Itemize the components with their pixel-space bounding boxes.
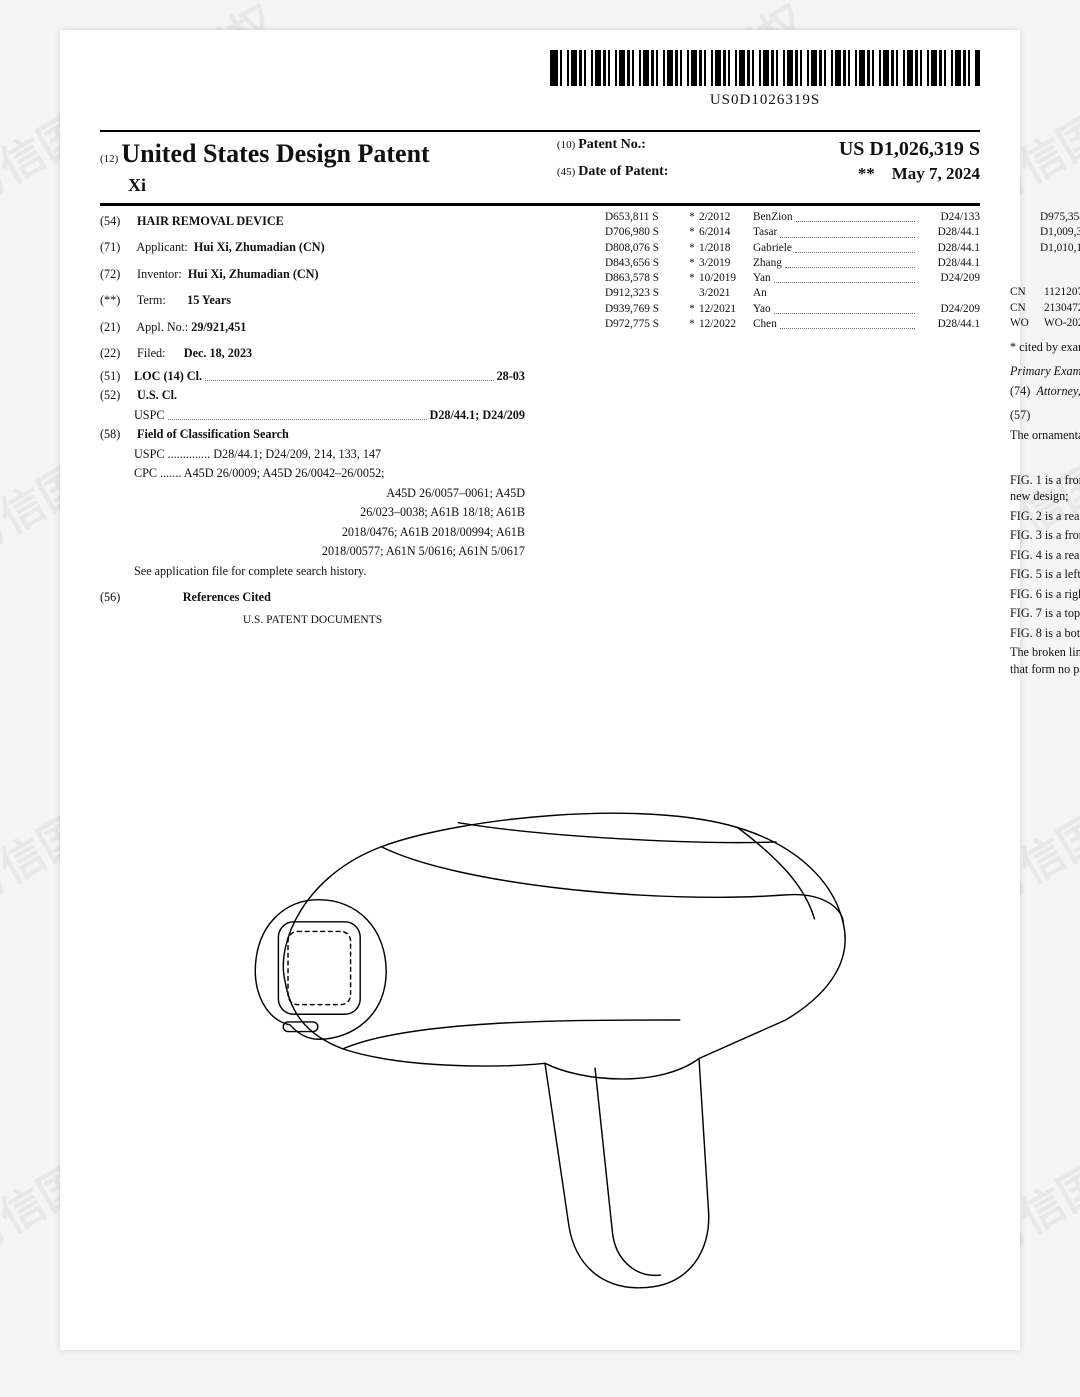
code-56: (56): [100, 589, 134, 605]
applicant-value: Hui Xi, Zhumadian (CN): [194, 240, 325, 254]
cited-note: * cited by examiner: [1010, 339, 1080, 355]
table-row: D808,076 S*1/2018GabrieleD28/44.1: [605, 241, 980, 256]
foreign-docs-table: CN112120785 A*12/2020CN213047259 U*4/202…: [1010, 285, 1080, 331]
table-row: D939,769 S*12/2021YaoD24/209: [605, 302, 980, 317]
patent-body: (54) HAIR REMOVAL DEVICE (71) Applicant:…: [100, 210, 980, 710]
hair-removal-device-drawing: [160, 730, 930, 1310]
uscl-label: U.S. Cl.: [137, 388, 177, 402]
filed-label: Filed:: [137, 346, 165, 360]
loc-value: 28-03: [497, 368, 525, 384]
table-row: D1,009,362 S*12/2023HuD28/44.1: [1040, 225, 1080, 240]
code-72: (72): [100, 266, 134, 282]
fig-description: FIG. 7 is a top plan view thereof; and,: [1010, 605, 1080, 621]
patent-header: (12) United States Design Patent Xi (10)…: [100, 130, 980, 206]
barcode-number: US0D1026319S: [550, 90, 980, 110]
code-58: (58): [100, 426, 134, 442]
table-row: D1,010,147 S*1/2024LiuD24/209: [1040, 241, 1080, 256]
focs-note: See application file for complete search…: [100, 563, 525, 579]
code-term: (**): [100, 292, 134, 308]
code-51: (51): [100, 368, 134, 384]
inventor-label: Inventor:: [137, 267, 182, 281]
applno-label: Appl. No.:: [136, 320, 188, 334]
fig-description: FIG. 5 is a left side view thereof;: [1010, 566, 1080, 582]
us-docs-table: D653,811 S*2/2012BenZionD24/133D706,980 …: [555, 210, 980, 332]
us-docs-continued: D975,358 S*1/2023ZhouD28/44.1D1,009,362 …: [1010, 210, 1080, 256]
uspc-label: USPC: [134, 407, 165, 423]
header-code-12: (12): [100, 153, 118, 165]
table-row: WOWO-2021213852 A1*10/2021A45D 26/00: [1010, 316, 1080, 331]
examiner-label: Primary Examiner —: [1010, 364, 1080, 378]
sheets-footer: 1 Claim, 8 Drawing Sheets: [1010, 687, 1080, 703]
barcode-block: US0D1026319S: [550, 50, 980, 110]
invention-title: HAIR REMOVAL DEVICE: [137, 214, 284, 228]
header-code-10: (10): [557, 139, 575, 151]
applno-value: 29/921,451: [191, 320, 246, 334]
patent-page: US0D1026319S (12) United States Design P…: [60, 30, 1020, 1350]
table-row: CN213047259 U*4/2021: [1010, 301, 1080, 316]
table-row: CN112120785 A*12/2020: [1010, 285, 1080, 300]
patent-figure: [160, 730, 930, 1310]
focs-uspc: USPC .............. D28/44.1; D24/209, 2…: [100, 446, 525, 462]
code-71: (71): [100, 239, 134, 255]
header-code-45: (45): [557, 166, 575, 178]
barcode-icon: [550, 50, 980, 86]
description-heading: DESCRIPTION: [1010, 451, 1080, 467]
fig-description: FIG. 3 is a front view thereof;: [1010, 527, 1080, 543]
focs-cpc5: 2018/00577; A61N 5/0616; A61N 5/0617: [100, 543, 525, 559]
term-label: Term:: [137, 293, 166, 307]
figs-list: FIG. 1 is a front, right and top perspec…: [1010, 472, 1080, 641]
table-row: D912,323 S3/2021An: [605, 286, 980, 301]
focs-cpc4: 2018/0476; A61B 2018/00994; A61B: [100, 524, 525, 540]
focs-cpc2: A45D 26/0057–0061; A45D: [100, 485, 525, 501]
filed-value: Dec. 18, 2023: [184, 346, 252, 360]
table-row: D653,811 S*2/2012BenZionD24/133: [605, 210, 980, 225]
focs-label: Field of Classification Search: [137, 427, 289, 441]
attorney-label: Attorney, Agent, or Firm —: [1036, 384, 1080, 398]
focs-cpc3: 26/023–0038; A61B 18/18; A61B: [100, 504, 525, 520]
date-patent-value: ** May 7, 2024: [858, 163, 980, 186]
patent-no-label: Patent No.:: [578, 137, 646, 152]
references-label: References Cited: [183, 590, 271, 604]
attorney-code: (74): [1010, 384, 1030, 398]
table-row: D843,656 S*3/2019ZhangD28/44.1: [605, 256, 980, 271]
fig-description: FIG. 6 is a right side view thereof;: [1010, 586, 1080, 602]
table-row: D706,980 S*6/2014TasarD28/44.1: [605, 225, 980, 240]
loc-label: LOC (14) Cl.: [134, 368, 202, 384]
table-row: D975,358 S*1/2023ZhouD28/44.1: [1040, 210, 1080, 225]
term-value: 15 Years: [187, 293, 231, 307]
us-docs-heading: U.S. PATENT DOCUMENTS: [100, 613, 525, 629]
claim-code: (57): [1010, 408, 1030, 422]
fig-description: FIG. 8 is a bottom plan view thereof.: [1010, 625, 1080, 641]
broken-lines-note: The broken lines shown in the drawings i…: [1010, 644, 1080, 677]
code-52: (52): [100, 387, 134, 403]
code-22: (22): [100, 345, 134, 361]
applicant-label: Applicant:: [136, 240, 187, 254]
focs-cpc1: CPC ....... A45D 26/0009; A45D 26/0042–2…: [100, 465, 525, 481]
inventor-value: Hui Xi, Zhumadian (CN): [188, 267, 319, 281]
date-patent-label: Date of Patent:: [578, 164, 668, 179]
uspc-value: D28/44.1; D24/209: [430, 407, 525, 423]
code-54: (54): [100, 213, 134, 229]
patent-title: United States Design Patent: [121, 139, 429, 168]
claim-text: The ornamental design for a hair removal…: [1010, 427, 1080, 443]
foreign-heading: FOREIGN PATENT DOCUMENTS: [1010, 266, 1080, 282]
fig-description: FIG. 2 is a rear, left and bottom perspe…: [1010, 508, 1080, 524]
fig-description: FIG. 1 is a front, right and top perspec…: [1010, 472, 1080, 505]
header-inventor: Xi: [100, 173, 557, 197]
fig-description: FIG. 4 is a rear view thereof;: [1010, 547, 1080, 563]
code-21: (21): [100, 319, 134, 335]
table-row: D863,578 S*10/2019YanD24/209: [605, 271, 980, 286]
table-row: D972,775 S*12/2022ChenD28/44.1: [605, 317, 980, 332]
patent-no-value: US D1,026,319 S: [839, 136, 980, 163]
